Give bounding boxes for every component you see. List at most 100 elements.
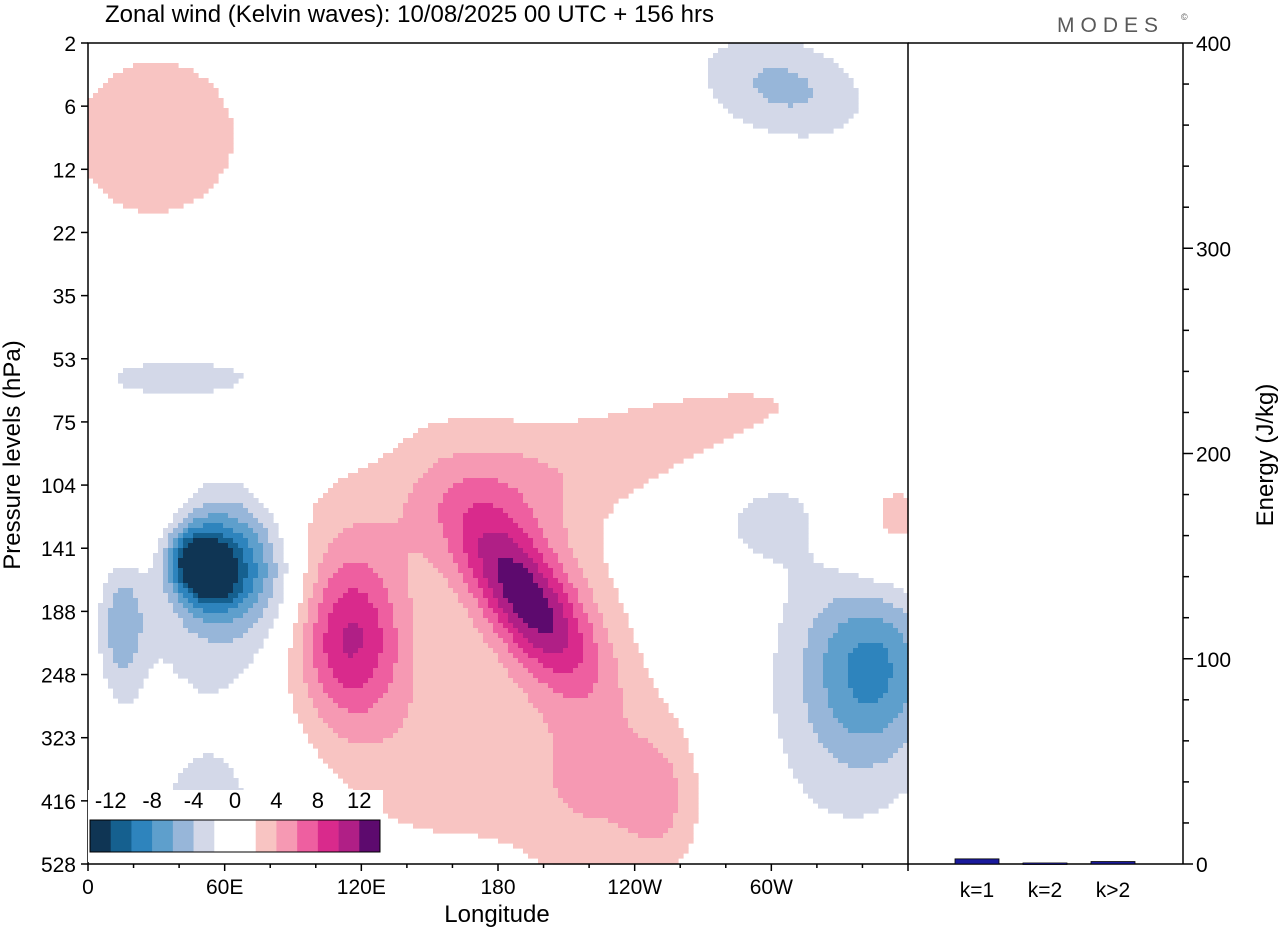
heatmap-cell [788,593,909,599]
heatmap-cell [163,558,169,564]
heatmap-cell [638,733,684,739]
heatmap-cell [313,653,329,659]
heatmap-cell [103,593,114,599]
heatmap-cell [553,628,569,634]
heatmap-cell [498,618,509,624]
heatmap-cell [168,578,174,584]
heatmap-cell [888,758,909,764]
heatmap-cell [273,548,284,554]
heatmap-cell [553,753,664,759]
heatmap-cell [708,58,834,64]
heatmap-cell [738,513,809,519]
colorbar-cell [90,820,112,852]
heatmap-cell [543,663,579,669]
heatmap-cell [193,593,199,599]
heatmap-cell [188,588,194,594]
heatmap-cell [813,723,844,729]
heatmap-cell [243,558,254,564]
heatmap-cell [518,658,539,664]
heatmap-cell [518,683,549,689]
heatmap-cell [408,553,424,559]
heatmap-cell [568,618,579,624]
heatmap-cell [778,623,814,629]
heatmap-cell [408,588,454,594]
heatmap-cell [883,728,909,734]
heatmap-cell [323,643,344,649]
heatmap-cell [573,608,584,614]
heatmap-cell [158,538,169,544]
heatmap-cell [568,638,584,644]
heatmap-cell [388,688,414,694]
heatmap-cell [533,573,544,579]
heatmap-cell [313,628,329,634]
heatmap-cell [263,578,274,584]
heatmap-cell [238,578,244,584]
heatmap-cell [608,638,634,644]
heatmap-cell [508,668,529,674]
heatmap-cell [383,633,399,639]
heatmap-cell [173,568,179,574]
heatmap-cell [608,413,769,419]
heatmap-cell [553,768,674,774]
heatmap-cell [398,658,414,664]
heatmap-cell [728,393,754,399]
heatmap-cell [233,618,259,624]
heatmap-cell [598,678,619,684]
heatmap-cell [303,678,319,684]
heatmap-cell [193,613,244,619]
heatmap-cell [178,533,184,539]
heatmap-cell [823,678,849,684]
heatmap-cell [453,558,469,564]
heatmap-cell [488,618,499,624]
heatmap-cell [708,63,839,69]
heatmap-cell [483,563,499,569]
heatmap-cell [803,648,829,654]
heatmap-cell [443,573,464,579]
heatmap-cell [538,628,554,634]
heatmap-cell [588,583,614,589]
heatmap-cell [623,708,669,714]
heatmap-cell [568,573,584,579]
heatmap-cell [133,63,179,69]
heatmap-cell [673,818,699,824]
heatmap-cell [178,578,184,584]
heatmap-cell [258,538,269,544]
heatmap-cell [788,753,834,759]
heatmap-cell [563,613,574,619]
heatmap-cell [323,588,349,594]
heatmap-cell [293,703,314,709]
heatmap-cell [263,588,274,594]
heatmap-cell [548,598,559,604]
heatmap-cell [233,548,244,554]
heatmap-cell [313,703,339,709]
heatmap-cell [178,778,239,784]
heatmap-cell [593,593,619,599]
heatmap-cell [183,548,234,554]
heatmap-cell [308,613,319,619]
heatmap-cell [318,603,334,609]
heatmap-cell [658,748,689,754]
heatmap-cell [323,593,344,599]
heatmap-cell [178,553,184,559]
heatmap-cell [788,758,839,764]
heatmap-cell [253,558,264,564]
heatmap-cell [583,573,609,579]
heatmap-cell [753,123,844,129]
heatmap-cell [538,658,584,664]
heatmap-cell [378,653,399,659]
heatmap-cell [163,583,174,589]
heatmap-cell [383,738,554,744]
heatmap-cell [413,663,504,669]
heatmap-cell [463,548,479,554]
heatmap-cell [593,633,609,639]
heatmap-cell [188,628,249,634]
heatmap-cell [443,498,524,504]
heatmap-cell [483,613,499,619]
heatmap-cell [288,658,304,664]
heatmap-cell [903,703,909,709]
heatmap-cell [508,613,519,619]
heatmap-cell [123,203,184,209]
heatmap-cell [583,568,609,574]
heatmap-cell [333,483,414,489]
heatmap-cell [538,583,549,589]
